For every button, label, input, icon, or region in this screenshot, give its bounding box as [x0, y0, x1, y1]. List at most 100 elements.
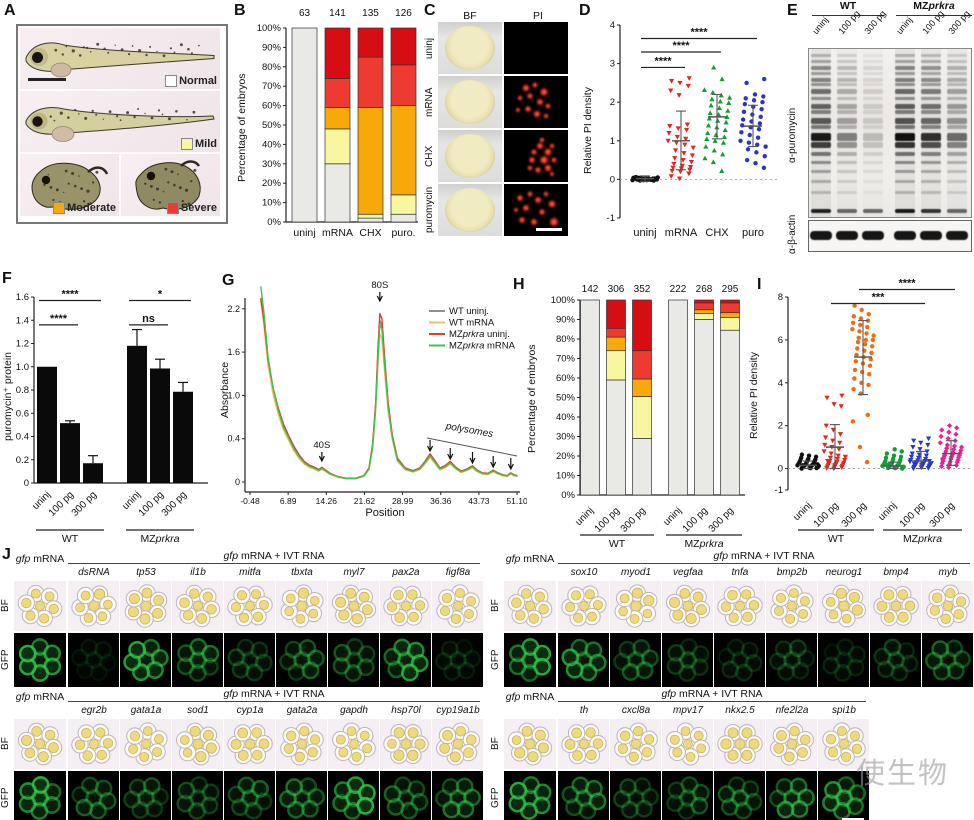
gfp-embryos-image	[822, 638, 866, 682]
scatter-point	[865, 318, 871, 323]
gfp-embryos-image	[176, 776, 220, 820]
legend-label: MZprkra mRNA	[449, 341, 516, 352]
bar-segment-severe	[357, 56, 384, 108]
gene-label-cyp19a1b: cyp19a1b	[436, 705, 480, 716]
scatter-point	[867, 363, 873, 368]
y-tick-label: 30%	[262, 159, 282, 170]
bf-embryos-image	[770, 584, 814, 628]
bar-segment-severe	[324, 78, 351, 108]
protein-band	[837, 110, 857, 115]
gene-label-myb: myb	[938, 567, 958, 578]
y-tick-label: 2.2	[227, 304, 240, 314]
scatter-point	[841, 460, 847, 466]
panel-a-phenotype-images: Normal Mild Moderate Severe	[16, 24, 228, 224]
bf-cell-figf8a	[432, 581, 483, 631]
scatter-point	[682, 142, 688, 148]
bf-cell-tbxta	[276, 581, 327, 631]
bf-embryos-image	[507, 722, 553, 766]
y-tick-label: 1.6	[16, 292, 29, 303]
bf-cell-gfp-mrna	[14, 719, 66, 769]
scatter-point	[947, 423, 953, 429]
protein-band	[921, 110, 941, 115]
actin-band	[862, 231, 884, 240]
line	[426, 437, 518, 457]
phenotype-legend-item: Normal	[165, 75, 217, 87]
y-tick-label: 30%	[556, 432, 576, 443]
protein-band	[837, 89, 857, 95]
scatter-point	[743, 96, 748, 101]
gene-label-mitfa: mitfa	[239, 567, 261, 578]
scatter-point	[837, 432, 844, 437]
scatter-point	[719, 168, 725, 173]
protein-band	[921, 83, 941, 87]
protein-band	[895, 77, 915, 82]
panel-c-header-bf: BF	[463, 10, 477, 22]
scatter-point	[863, 337, 869, 343]
bf-image-uninj	[438, 22, 502, 74]
bf-cell-gapdh	[328, 719, 379, 769]
y-tick-label: 8	[778, 292, 783, 303]
y-tick-label: 1.2	[16, 339, 29, 350]
gene-label-dsRNA: dsRNA	[78, 567, 110, 578]
gfp-cell-bmp4	[870, 633, 921, 687]
bar-segment-severe-dark	[632, 299, 652, 352]
scatter-point	[741, 109, 747, 115]
scatter-point	[690, 145, 696, 151]
gene-label-gapdh: gapdh	[340, 705, 368, 716]
arrow-40s	[318, 452, 325, 463]
protein-band	[837, 191, 857, 194]
scatter-point	[739, 130, 744, 135]
panel-e-label: E	[787, 2, 798, 19]
scatter-point	[681, 151, 687, 156]
protein-band	[811, 96, 831, 100]
bar-count: 352	[634, 284, 651, 295]
scatter-point	[668, 88, 674, 94]
group-label: MZprkra	[140, 533, 179, 545]
blot-label-actin: α-β-actin	[787, 214, 798, 254]
bf-cell-nfe2l2a	[766, 719, 817, 769]
scatter-point	[688, 159, 695, 165]
gfp-cell-figf8a	[432, 633, 483, 687]
gfp-embryos-image	[561, 776, 607, 820]
bf-embryos-image	[666, 722, 710, 766]
protein-band	[863, 117, 883, 124]
scatter-point	[939, 427, 945, 433]
bf-cell-myb	[922, 581, 973, 631]
bar-count: 268	[696, 284, 713, 295]
protein-band	[921, 71, 941, 75]
embryo-normal-image	[25, 42, 215, 78]
scatter-point	[858, 316, 864, 321]
scatter-point	[668, 78, 675, 84]
scatter-point	[806, 453, 812, 458]
gfp-cell-sox10	[558, 633, 609, 687]
bar-segment-severe-dark	[720, 299, 740, 304]
scatter-point	[668, 174, 674, 179]
gfp-embryos-image	[613, 777, 659, 819]
protein-band	[863, 77, 883, 82]
legend-color-chip	[181, 138, 193, 150]
scatter-point	[852, 376, 857, 381]
gfp-embryos-image	[123, 638, 169, 682]
bar-segment-normal	[291, 27, 318, 223]
protein-band	[837, 133, 857, 141]
y-tick-label: 10%	[262, 198, 282, 209]
scatter-point	[751, 98, 757, 103]
puromycin-blot	[808, 48, 972, 218]
phenotype-legend-item: Moderate	[53, 202, 116, 214]
panel-h-chart: 0% 10% 20% 30% 40% 50% 60% 70% 80% 90% 100% 142 unin…	[505, 265, 757, 557]
gfp-embryos-image	[613, 639, 659, 681]
significance-stars: ****	[50, 313, 68, 325]
panel-d-label: D	[579, 2, 591, 19]
protein-band	[863, 54, 883, 57]
scatter-point	[742, 101, 748, 107]
scatter-point	[865, 324, 870, 330]
bar-segment-severe-dark	[606, 299, 626, 329]
pi-image-puromycin	[504, 184, 568, 236]
scatter-point	[865, 412, 870, 418]
bf-embryos-image	[436, 722, 480, 766]
bar-segment-moderate	[357, 107, 384, 215]
phenotype-tile-moderate: Moderate	[20, 154, 119, 216]
gfp-embryos-image	[383, 776, 429, 820]
gfp-embryos-image	[227, 776, 273, 820]
scatter-point	[677, 80, 683, 86]
